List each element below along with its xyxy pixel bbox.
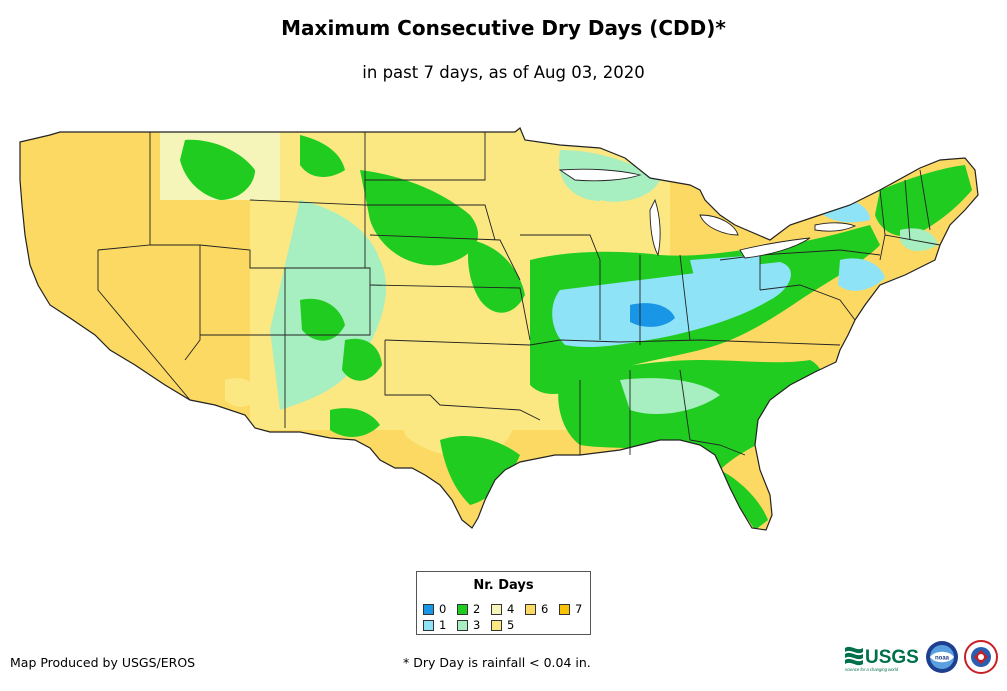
nws-logo [964,640,998,674]
legend-swatch [423,603,434,615]
legend-swatch [525,603,536,615]
legend-label: 7 [575,602,583,616]
legend-item-4: 4 [491,602,514,616]
legend-item-7: 7 [559,602,582,616]
svg-text:noaa: noaa [935,656,950,662]
legend-label: 1 [439,618,447,632]
legend-label: 5 [507,618,515,632]
legend-swatch [423,619,434,631]
legend-label: 6 [541,602,549,616]
legend-swatch [559,603,570,615]
legend-label: 2 [473,602,481,616]
usgs-logo: USGS science for a changing world [845,646,919,672]
legend-item-0: 0 [423,602,446,616]
legend-swatch [491,619,502,631]
svg-text:USGS: USGS [865,647,919,668]
legend-item-5: 5 [491,618,514,632]
legend: Nr. Days 0 1 2 3 4 5 6 7 [416,571,591,635]
legend-label: 3 [473,618,481,632]
great-lakes [558,168,857,259]
svg-text:science for a changing world: science for a changing world [845,667,899,672]
legend-label: 4 [507,602,515,616]
map-credit: Map Produced by USGS/EROS [10,655,196,670]
state-borders [19,127,979,531]
map-title: Maximum Consecutive Dry Days (CDD)* [281,16,726,40]
legend-item-1: 1 [423,618,446,632]
legend-item-6: 6 [525,602,548,616]
legend-item-2: 2 [457,602,480,616]
legend-item-3: 3 [457,618,480,632]
legend-label: 0 [439,602,447,616]
map-subtitle: in past 7 days, as of Aug 03, 2020 [362,63,645,82]
legend-swatch [457,603,468,615]
dry-day-footnote: * Dry Day is rainfall < 0.04 in. [403,655,591,670]
legend-swatch [457,619,468,631]
legend-swatch [491,603,502,615]
legend-title: Nr. Days [473,578,534,593]
noaa-logo: noaa [926,641,958,673]
